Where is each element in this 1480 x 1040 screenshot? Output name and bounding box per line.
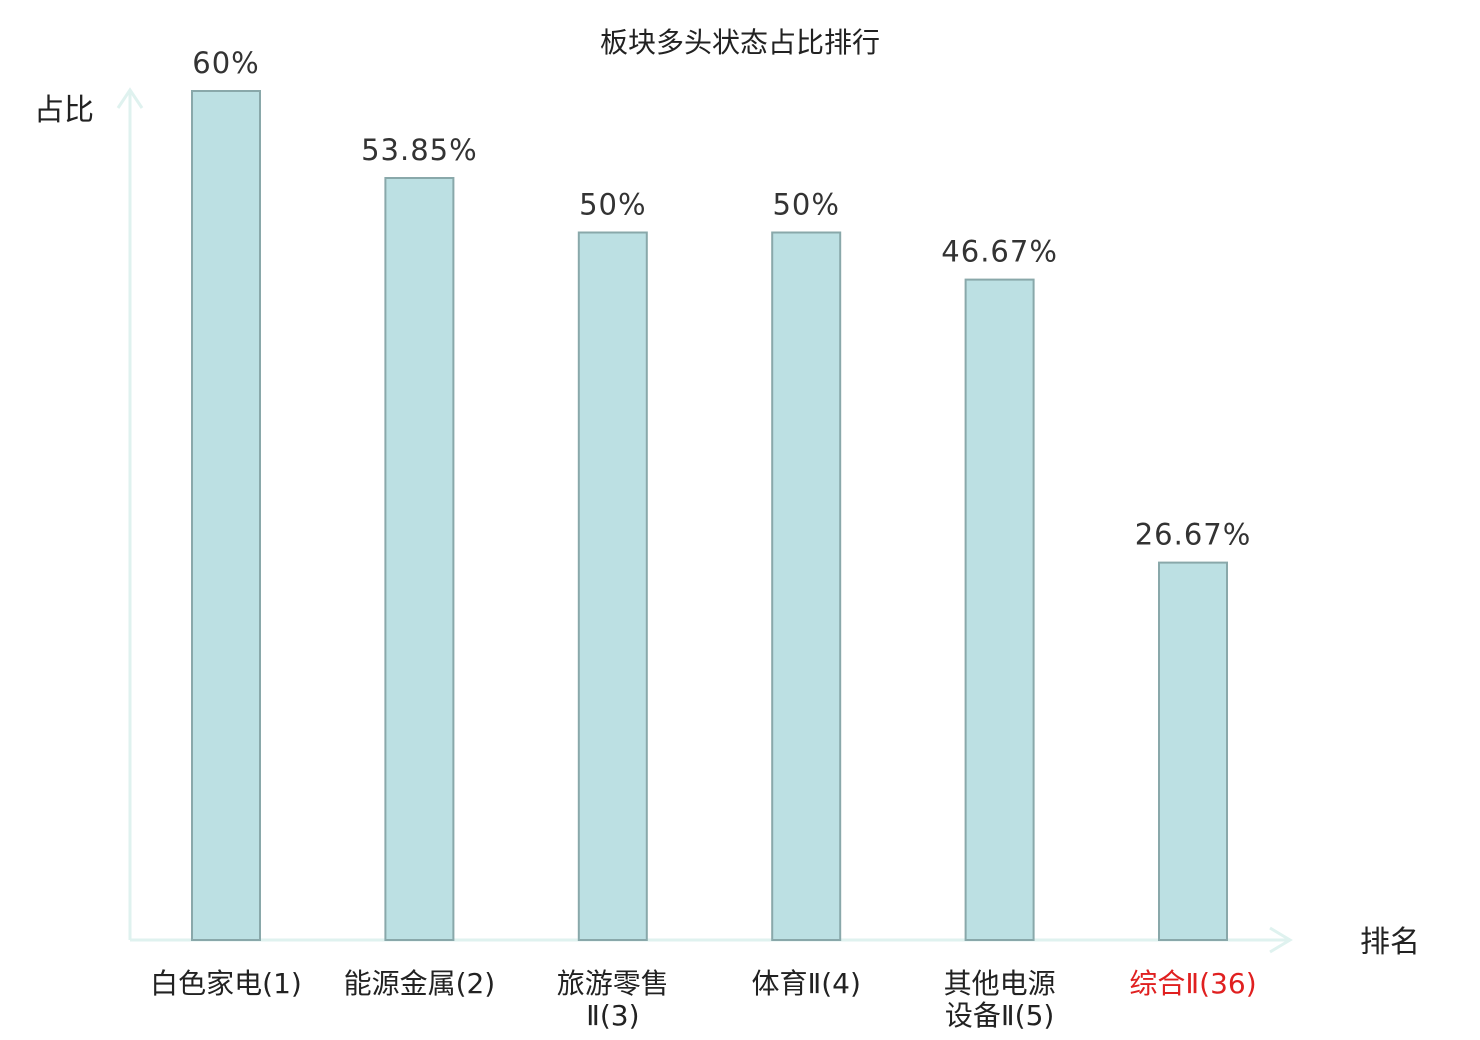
x-axis-arrow bbox=[1269, 926, 1293, 954]
bar-2 bbox=[384, 177, 455, 941]
bar-3 bbox=[577, 231, 648, 941]
chart-title: 板块多头状态占比排行 bbox=[600, 26, 880, 59]
category-label-5-line-2: 设备Ⅱ(5) bbox=[945, 999, 1054, 1032]
y-axis-arrow bbox=[116, 87, 144, 109]
x-axis-label: 排名 bbox=[1360, 925, 1420, 960]
value-label-5: 46.67% bbox=[941, 235, 1058, 269]
value-label-group: 60% 53.85% 50% 50% 46.67% 26.67% bbox=[192, 46, 1252, 552]
category-label-4: 体育Ⅱ(4) bbox=[751, 967, 860, 1000]
category-label-3-line-1: 旅游零售 bbox=[557, 967, 669, 1000]
axes bbox=[116, 87, 1293, 954]
bar-1 bbox=[191, 90, 261, 941]
bar-6 bbox=[1158, 561, 1228, 941]
value-label-3: 50% bbox=[579, 188, 646, 222]
bar-group bbox=[191, 90, 1228, 942]
bar-4 bbox=[771, 231, 842, 941]
value-label-4: 50% bbox=[772, 188, 839, 222]
value-label-2: 53.85% bbox=[361, 133, 478, 167]
bar-5 bbox=[964, 278, 1035, 942]
category-label-6: 综合Ⅱ(36) bbox=[1129, 967, 1256, 1000]
value-label-1: 60% bbox=[192, 46, 259, 80]
category-label-2: 能源金属(2) bbox=[344, 967, 496, 1000]
category-label-3-line-2: Ⅱ(3) bbox=[586, 999, 639, 1032]
category-label-1: 白色家电(1) bbox=[150, 967, 302, 1000]
value-label-6: 26.67% bbox=[1135, 518, 1252, 552]
category-label-5-line-1: 其他电源 bbox=[944, 967, 1056, 1000]
y-axis-label: 占比 bbox=[34, 93, 94, 128]
